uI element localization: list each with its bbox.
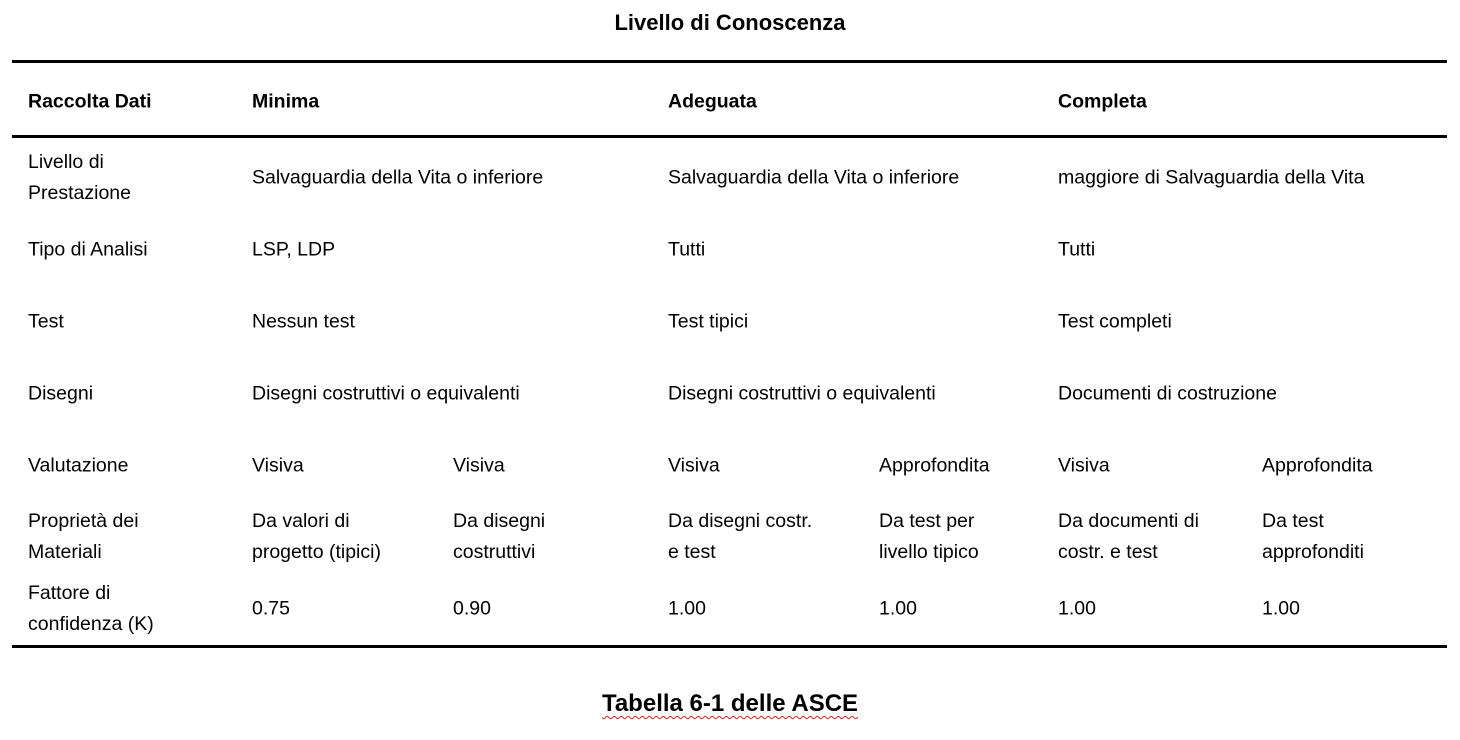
table-cell: 0.75 — [252, 597, 290, 620]
table-cell: 1.00 — [1262, 597, 1300, 620]
table-cell: maggiore di Salvaguardia della Vita — [1058, 166, 1365, 189]
top-rule — [12, 60, 1447, 63]
table-cell: Documenti di costruzione — [1058, 382, 1277, 405]
table-cell: 1.00 — [879, 597, 917, 620]
row-label: Disegni — [28, 382, 94, 405]
header-minima: Minima — [252, 90, 320, 113]
table-cell: Approfondita — [879, 454, 990, 477]
table-cell: Tutti — [668, 238, 706, 261]
table-cell: Disegni costruttivi o equivalenti — [252, 382, 520, 405]
table-cell: LSP, LDP — [252, 238, 336, 261]
row-label: Test — [28, 310, 64, 333]
row-label: Proprietà dei Materiali — [28, 510, 139, 563]
table-cell: Da test approfonditi — [1262, 510, 1364, 563]
table-cell: Disegni costruttivi o equivalenti — [668, 382, 936, 405]
table-cell: Approfondita — [1262, 454, 1373, 477]
table-cell: Da disegni costruttivi — [453, 510, 546, 563]
header-rule — [12, 135, 1447, 138]
table-cell: Visiva — [453, 454, 505, 477]
row-label: Tipo di Analisi — [28, 238, 148, 261]
row-label: Livello di Prestazione — [28, 151, 131, 204]
header-completa: Completa — [1058, 90, 1147, 113]
table-caption: Tabella 6-1 delle ASCE — [601, 690, 859, 717]
table-cell: Salvaguardia della Vita o inferiore — [252, 166, 544, 189]
table-cell: Visiva — [252, 454, 304, 477]
header-adeguata: Adeguata — [668, 90, 757, 113]
bottom-rule — [12, 645, 1447, 648]
table-cell: Da documenti di costr. e test — [1058, 510, 1199, 563]
table-cell: Nessun test — [252, 310, 355, 333]
row-label: Valutazione — [28, 454, 129, 477]
table-cell: Test completi — [1058, 310, 1172, 333]
table-cell: Visiva — [668, 454, 720, 477]
row-label: Fattore di confidenza (K) — [28, 582, 154, 635]
table-cell: 1.00 — [668, 597, 706, 620]
table-cell: Test tipici — [668, 310, 749, 333]
table-cell: 1.00 — [1058, 597, 1096, 620]
table-cell: Tutti — [1058, 238, 1096, 261]
table-cell: Da test per livello tipico — [879, 510, 979, 563]
header-raccolta-dati: Raccolta Dati — [28, 90, 152, 113]
table-cell: Da disegni costr. e test — [668, 510, 813, 563]
table-cell: Salvaguardia della Vita o inferiore — [668, 166, 960, 189]
table-cell: Da valori di progetto (tipici) — [252, 510, 381, 563]
table-title: Livello di Conoscenza — [614, 10, 846, 35]
table-cell: Visiva — [1058, 454, 1110, 477]
table-cell: 0.90 — [453, 597, 491, 620]
